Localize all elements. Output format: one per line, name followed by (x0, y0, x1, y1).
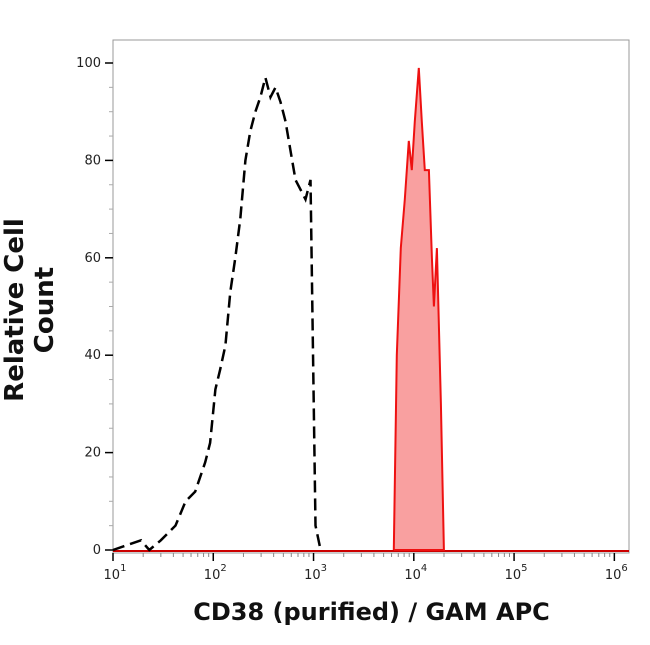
x-tick-label: 106 (605, 563, 628, 583)
x-tick-label: 104 (404, 563, 427, 583)
y-tick-label: 60 (84, 251, 101, 266)
red-filled-histogram (392, 67, 445, 551)
y-tick-label: 40 (84, 348, 101, 363)
y-tick-label: 0 (93, 543, 101, 558)
x-tick-label: 101 (104, 563, 127, 583)
y-axis-label: Relative Cell Count (0, 218, 60, 402)
plot-frame (112, 39, 630, 554)
dashed-control-histogram (112, 72, 322, 552)
x-axis-label: CD38 (purified) / GAM APC (193, 598, 550, 626)
y-tick-label: 80 (84, 153, 101, 168)
x-tick-label: 102 (204, 563, 227, 583)
y-tick-label: 100 (76, 56, 101, 71)
y-tick-label: 20 (84, 446, 101, 461)
x-tick-label: 105 (505, 563, 528, 583)
x-tick-label: 103 (304, 563, 327, 583)
